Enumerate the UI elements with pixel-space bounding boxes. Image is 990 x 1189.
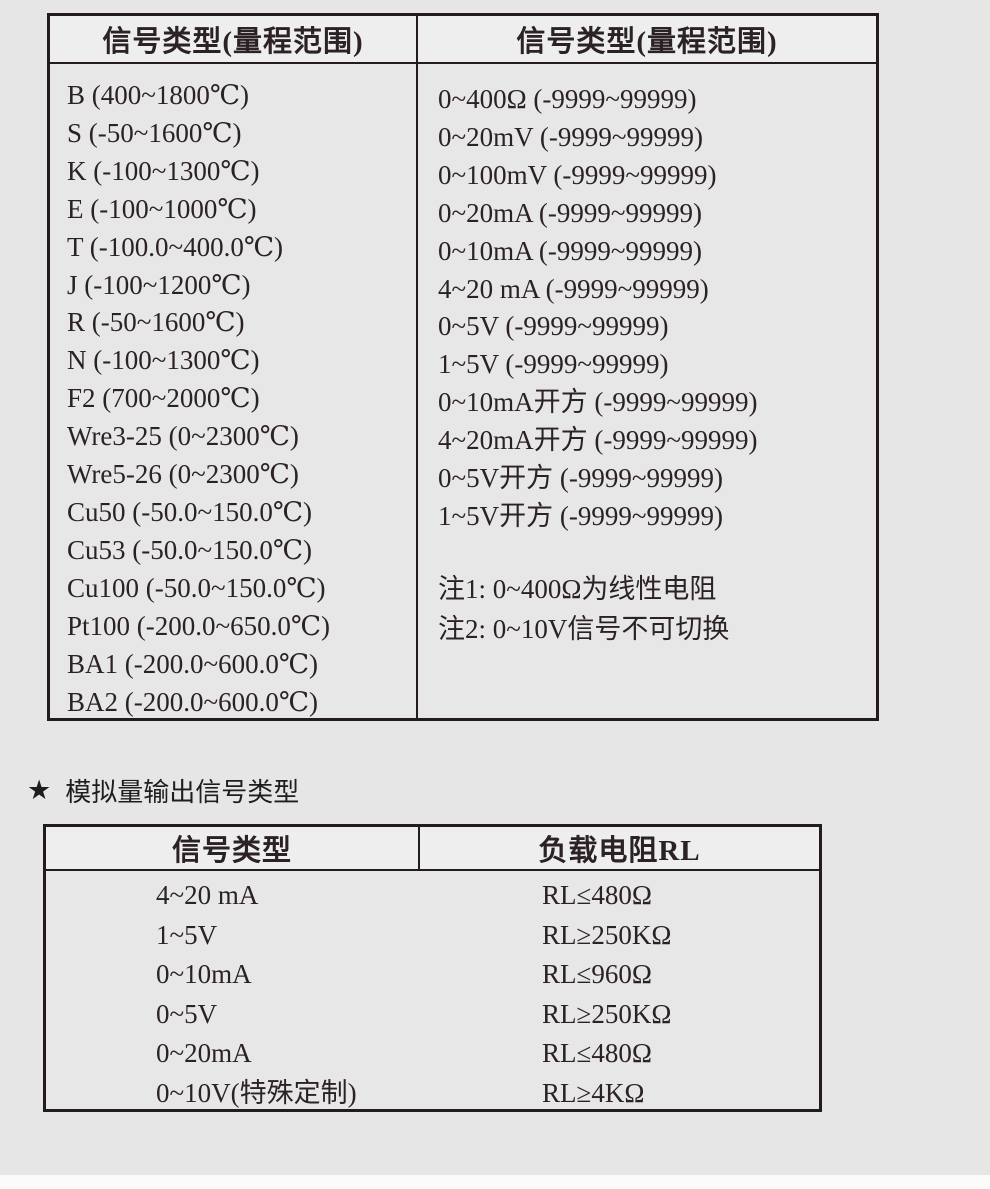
thermocouple-signal-item: N (-100~1300℃): [67, 345, 260, 376]
page-bottom-strip: [0, 1175, 990, 1189]
output-signal-type-cell: 4~20 mA: [156, 880, 259, 910]
signal-table-note: 注2: 0~10V信号不可切换: [438, 613, 730, 644]
thermocouple-signal-item: E (-100~1000℃): [67, 193, 257, 224]
output-signal-table: 信号类型 负载电阻RL 4~20 mA RL≤480Ω 1~5V RL≥250K…: [43, 824, 822, 1112]
analog-signal-item: 0~10mA开方 (-9999~99999): [438, 387, 758, 418]
analog-signal-item: 0~5V开方 (-9999~99999): [438, 463, 723, 494]
thermocouple-signal-item: J (-100~1200℃): [67, 269, 251, 300]
thermocouple-signal-item: F2 (700~2000℃): [67, 383, 260, 414]
analog-signal-item: 0~20mV (-9999~99999): [438, 121, 703, 152]
load-resistance-cell: RL≤480Ω: [542, 880, 652, 910]
output-signal-type-cell: 0~10mA: [156, 959, 252, 989]
thermocouple-signal-item: K (-100~1300℃): [67, 155, 260, 186]
output-signal-table-row: 1~5V RL≥250KΩ: [46, 916, 819, 956]
analog-signal-list: 0~400Ω (-9999~99999) 0~20mV (-9999~99999…: [438, 81, 870, 536]
output-signal-table-row: 4~20 mA RL≤480Ω: [46, 876, 819, 916]
analog-signal-item: 1~5V (-9999~99999): [438, 349, 669, 380]
load-resistance-cell: RL≥250KΩ: [542, 919, 672, 950]
signal-range-table: 信号类型(量程范围) 信号类型(量程范围) B (400~1800℃) S (-…: [47, 13, 879, 721]
analog-signal-item: 0~10mA (-9999~99999): [438, 235, 702, 266]
signal-range-header-right: 信号类型(量程范围): [516, 26, 778, 58]
signal-range-table-header: 信号类型(量程范围) 信号类型(量程范围): [50, 16, 876, 64]
thermocouple-signal-item: Pt100 (-200.0~650.0℃): [67, 610, 331, 641]
output-signal-type-header: 信号类型: [46, 827, 420, 869]
thermocouple-signal-item: Cu53 (-50.0~150.0℃): [67, 534, 313, 565]
load-resistance-cell: RL≥4KΩ: [542, 1077, 645, 1108]
thermocouple-signal-list: B (400~1800℃) S (-50~1600℃) K (-100~1300…: [50, 64, 418, 719]
thermocouple-signal-item: S (-50~1600℃): [67, 117, 242, 148]
analog-signal-item: 4~20mA开方 (-9999~99999): [438, 425, 758, 456]
thermocouple-signal-item: Cu50 (-50.0~150.0℃): [67, 496, 313, 527]
thermocouple-signal-item: T (-100.0~400.0℃): [67, 231, 284, 262]
signal-table-note: 注1: 0~400Ω为线性电阻: [438, 573, 717, 604]
output-signal-type-cell: 0~5V: [156, 998, 218, 1029]
signal-table-notes: 注1: 0~400Ω为线性电阻 注2: 0~10V信号不可切换: [438, 569, 870, 649]
thermocouple-signal-item: Wre3-25 (0~2300℃): [67, 421, 299, 452]
thermocouple-signal-item: Wre5-26 (0~2300℃): [67, 459, 299, 490]
thermocouple-signal-item: Cu100 (-50.0~150.0℃): [67, 572, 326, 603]
signal-range-table-body: B (400~1800℃) S (-50~1600℃) K (-100~1300…: [50, 64, 876, 719]
thermocouple-signal-item: BA1 (-200.0~600.0℃): [67, 648, 319, 679]
thermocouple-signal-item: BA2 (-200.0~600.0℃): [67, 686, 319, 717]
analog-output-section-label: ★ 模拟量输出信号类型: [27, 772, 299, 809]
analog-output-section-text: 模拟量输出信号类型: [65, 778, 300, 808]
analog-signal-column: 0~400Ω (-9999~99999) 0~20mV (-9999~99999…: [418, 64, 876, 719]
load-resistance-header: 负载电阻RL: [538, 835, 701, 867]
output-signal-type-cell: 0~10V(特殊定制): [156, 1077, 357, 1108]
thermocouple-signal-item: B (400~1800℃): [67, 80, 250, 110]
star-icon: ★: [27, 775, 52, 806]
output-signal-table-row: 0~5V RL≥250KΩ: [46, 995, 819, 1035]
output-signal-type-cell: 0~20mA: [156, 1038, 252, 1068]
load-resistance-cell: RL≥250KΩ: [542, 998, 672, 1029]
analog-signal-item: 0~5V (-9999~99999): [438, 311, 669, 342]
analog-signal-item: 0~400Ω (-9999~99999): [438, 84, 697, 114]
signal-range-header-left: 信号类型(量程范围): [50, 16, 418, 62]
load-resistance-cell: RL≤480Ω: [542, 1038, 652, 1068]
output-signal-table-header: 信号类型 负载电阻RL: [46, 827, 819, 871]
analog-signal-item: 0~20mA (-9999~99999): [438, 197, 702, 228]
analog-signal-item: 0~100mV (-9999~99999): [438, 159, 717, 190]
output-signal-table-row: 0~20mA RL≤480Ω: [46, 1034, 819, 1074]
output-signal-table-body: 4~20 mA RL≤480Ω 1~5V RL≥250KΩ 0~10mA RL≤…: [46, 871, 819, 1113]
analog-signal-item: 1~5V开方 (-9999~99999): [438, 500, 723, 531]
output-signal-type-cell: 1~5V: [156, 919, 218, 950]
thermocouple-signal-item: R (-50~1600℃): [67, 307, 245, 338]
output-signal-table-row: 0~10V(特殊定制) RL≥4KΩ: [46, 1074, 819, 1114]
analog-signal-item: 4~20 mA (-9999~99999): [438, 273, 709, 304]
output-signal-table-row: 0~10mA RL≤960Ω: [46, 955, 819, 995]
load-resistance-cell: RL≤960Ω: [542, 959, 652, 989]
